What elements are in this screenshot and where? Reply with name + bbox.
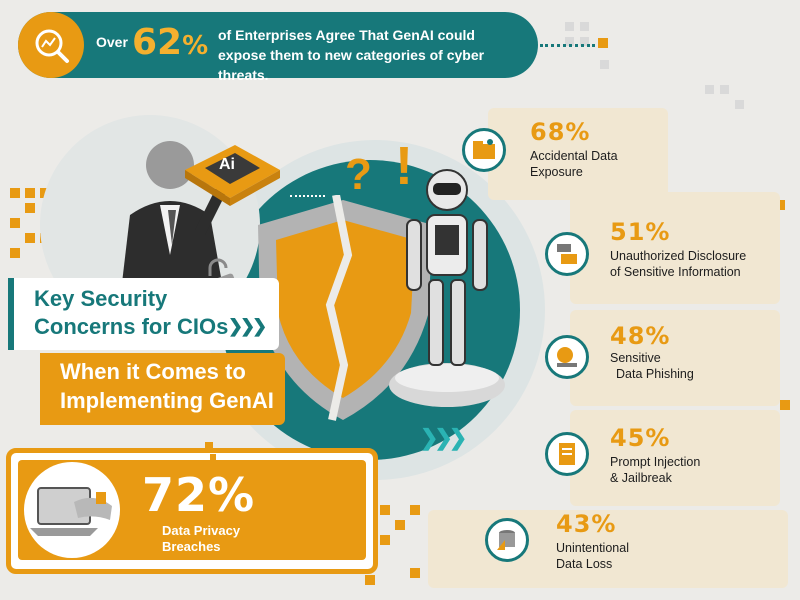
- scene-chevrons: ❯❯❯: [420, 425, 467, 450]
- banner-line2: expose them to new categories of cyber t…: [218, 47, 485, 83]
- robot-image: [389, 169, 505, 407]
- stat-card-48: [570, 310, 780, 406]
- stat-label-51-line2: of Sensitive Information: [610, 265, 741, 279]
- title-line1: Key Security: [34, 286, 168, 311]
- stat-icon-43: [485, 518, 529, 562]
- database-loss-icon: [497, 530, 515, 550]
- stat-value-43: 43%: [556, 510, 617, 538]
- banner-badge: [18, 12, 84, 78]
- camera-disclosure-icon: [557, 244, 577, 264]
- stat-icon-45: [545, 432, 589, 476]
- title-arrows: ❯❯❯: [228, 316, 267, 336]
- stat-icon-68: [462, 128, 506, 172]
- banner-dotted-connector: [540, 44, 595, 47]
- stat-label-48: Sensitive Data Phishing: [610, 350, 694, 382]
- title-line2: Concerns for CIOs: [34, 314, 229, 339]
- stat-label-68: Accidental Data Exposure: [530, 148, 618, 180]
- stat-card-45: [570, 410, 780, 506]
- laptop-phishing-icon: [557, 347, 577, 367]
- stat-label-45-line2: & Jailbreak: [610, 471, 672, 485]
- stat-card-51: [570, 192, 780, 304]
- main-stat-value: 72%: [142, 468, 256, 522]
- broken-shield-image: [258, 195, 433, 421]
- banner-percent-value: 62: [132, 22, 183, 63]
- stat-icon-51: [545, 232, 589, 276]
- stat-label-48-line1: Sensitive: [610, 351, 661, 365]
- chip-dotted-connector: [290, 195, 325, 197]
- stat-card-68: [488, 108, 668, 200]
- main-stat-label-line1: Data Privacy: [162, 523, 241, 538]
- banner-text: of Enterprises Agree That GenAI could ex…: [218, 25, 538, 85]
- banner-line1: of Enterprises Agree That GenAI could: [218, 27, 475, 43]
- stat-value-48: 48%: [610, 322, 671, 350]
- main-stat-image-circle: [24, 462, 120, 558]
- stat-label-45-line1: Prompt Injection: [610, 455, 701, 469]
- banner-percent-sign: %: [182, 31, 209, 61]
- stat-label-43-line2: Data Loss: [556, 557, 613, 571]
- laptop-hand-data-icon: [30, 487, 112, 536]
- stat-label-48-line2: Data Phishing: [616, 367, 694, 381]
- title-card-top: Key Security Concerns for CIOs ❯❯❯: [8, 278, 279, 350]
- folder-leak-icon: [473, 139, 495, 159]
- stat-value-68: 68%: [530, 118, 591, 146]
- exclamation-mark: !: [395, 136, 413, 196]
- analytics-search-icon: [35, 29, 69, 63]
- stat-value-45: 45%: [610, 424, 671, 452]
- title-card-bottom: When it Comes to Implementing GenAI: [40, 353, 285, 425]
- stat-label-68-line1: Accidental Data: [530, 149, 618, 163]
- title-line3: When it Comes to: [60, 359, 246, 384]
- stat-label-43: Unintentional Data Loss: [556, 540, 629, 572]
- banner-percent: 62%: [132, 22, 208, 63]
- file-injection-icon: [559, 443, 575, 465]
- main-stat-label-line2: Breaches: [162, 539, 221, 554]
- ai-chip-label: Ai: [219, 156, 235, 173]
- banner-prefix: Over: [96, 34, 128, 50]
- top-banner: Over 62% of Enterprises Agree That GenAI…: [18, 12, 538, 83]
- stat-value-51: 51%: [610, 218, 671, 246]
- question-mark: ?: [345, 150, 372, 199]
- stat-label-43-line1: Unintentional: [556, 541, 629, 555]
- stat-label-51: Unauthorized Disclosure of Sensitive Inf…: [610, 248, 746, 280]
- stat-label-45: Prompt Injection & Jailbreak: [610, 454, 700, 486]
- stat-label-51-line1: Unauthorized Disclosure: [610, 249, 747, 263]
- main-stat-label: Data Privacy Breaches: [162, 523, 240, 555]
- ai-chip-image: Ai: [175, 140, 285, 210]
- title-line4: Implementing GenAI: [60, 388, 274, 413]
- small-dots-2: [210, 454, 216, 460]
- stat-label-68-line2: Exposure: [530, 165, 583, 179]
- stat-icon-48: [545, 335, 589, 379]
- small-dots: [205, 442, 213, 450]
